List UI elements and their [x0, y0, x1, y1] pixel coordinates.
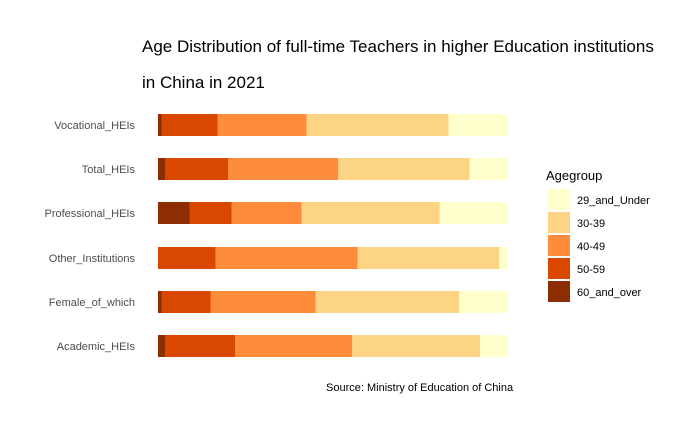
bar-total-heis-50-59 — [165, 158, 228, 180]
bar-female-of-which-40-49 — [210, 291, 316, 313]
legend-swatch-60-and-over — [548, 281, 570, 302]
bar-female-of-which-60-and-over — [158, 291, 162, 313]
y-label-total-heis: Total_HEIs — [82, 164, 136, 176]
bar-academic-heis-40-49 — [235, 335, 353, 357]
bar-other-institutions-40-49 — [215, 247, 358, 269]
bar-vocational-heis-40-49 — [217, 114, 307, 136]
bar-total-heis-40-49 — [228, 158, 339, 180]
y-label-other-institutions: Other_Institutions — [49, 253, 136, 265]
bar-professional-heis-30-39 — [301, 202, 440, 224]
bar-professional-heis-60-and-over — [158, 202, 190, 224]
y-axis-labels: Vocational_HEIs Total_HEIs Professional_HE… — [45, 120, 136, 353]
bar-total-heis-29-and-under — [469, 158, 508, 180]
bar-female-of-which-30-39 — [315, 291, 459, 313]
bar-female-of-which-50-59 — [161, 291, 211, 313]
legend-title: Agegroup — [546, 168, 602, 183]
legend-swatch-50-59 — [548, 258, 570, 279]
bar-professional-heis-40-49 — [231, 202, 302, 224]
bar-academic-heis-50-59 — [165, 335, 235, 357]
chart-title-line-2: in China in 2021 — [142, 73, 265, 92]
bar-vocational-heis-29-and-under — [448, 114, 508, 136]
y-label-academic-heis: Academic_HEIs — [57, 341, 136, 353]
bar-academic-heis-60-and-over — [158, 335, 165, 357]
bar-academic-heis-29-and-under — [480, 335, 508, 357]
legend-swatch-30-39 — [548, 212, 570, 233]
bar-professional-heis-50-59 — [189, 202, 232, 224]
bar-other-institutions-50-59 — [158, 247, 216, 269]
bar-professional-heis-29-and-under — [439, 202, 508, 224]
legend: Agegroup 29_and_Under 30-39 40-49 50-59 60_a… — [546, 168, 650, 302]
legend-label-60-and-over: 60_and_over — [577, 287, 642, 299]
legend-label-30-39: 30-39 — [577, 218, 605, 230]
bars-group — [158, 114, 508, 357]
bar-female-of-which-29-and-under — [459, 291, 508, 313]
y-label-female-of-which: Female_of_which — [49, 297, 135, 309]
bar-vocational-heis-50-59 — [161, 114, 218, 136]
bar-vocational-heis-60-and-over — [158, 114, 162, 136]
legend-swatch-29-and-under — [548, 189, 570, 210]
chart-title-line-1: Age Distribution of full-time Teachers i… — [142, 37, 654, 56]
bar-other-institutions-30-39 — [357, 247, 500, 269]
legend-label-40-49: 40-49 — [577, 241, 605, 253]
legend-label-29-and-under: 29_and_Under — [577, 195, 650, 207]
bar-total-heis-60-and-over — [158, 158, 165, 180]
y-label-vocational-heis: Vocational_HEIs — [54, 120, 135, 132]
bar-vocational-heis-30-39 — [306, 114, 449, 136]
chart-caption: Source: Ministry of Education of China — [326, 382, 514, 394]
legend-label-50-59: 50-59 — [577, 264, 605, 276]
legend-swatch-40-49 — [548, 235, 570, 256]
bar-other-institutions-29-and-under — [499, 247, 508, 269]
bar-total-heis-30-39 — [338, 158, 470, 180]
bar-academic-heis-30-39 — [352, 335, 480, 357]
y-label-professional-heis: Professional_HEIs — [45, 208, 136, 220]
